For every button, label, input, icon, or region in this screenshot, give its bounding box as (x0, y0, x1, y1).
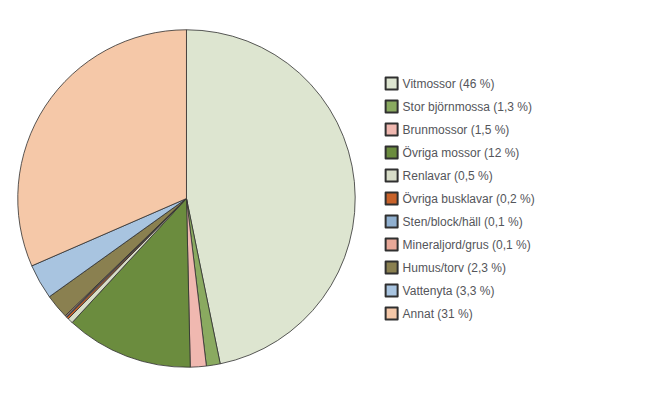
svg-text:Mineraljord/grus (0,1 %): Mineraljord/grus (0,1 %) (403, 238, 531, 252)
svg-text:Annat (31 %): Annat (31 %) (403, 307, 473, 321)
svg-text:Vattenyta (3,3 %): Vattenyta (3,3 %) (403, 284, 495, 298)
svg-text:Vitmossor (46 %): Vitmossor (46 %) (403, 77, 495, 91)
svg-text:Övriga mossor (12 %): Övriga mossor (12 %) (403, 146, 520, 160)
svg-text:Renlavar (0,5 %): Renlavar (0,5 %) (403, 169, 493, 183)
svg-text:Övriga busklavar (0,2 %): Övriga busklavar (0,2 %) (403, 192, 535, 206)
svg-text:Brunmossor (1,5 %): Brunmossor (1,5 %) (403, 123, 510, 137)
svg-text:Sten/block/häll (0,1 %): Sten/block/häll (0,1 %) (403, 215, 523, 229)
svg-text:Stor björnmossa (1,3 %): Stor björnmossa (1,3 %) (403, 100, 532, 114)
svg-text:Humus/torv (2,3 %): Humus/torv (2,3 %) (403, 261, 506, 275)
